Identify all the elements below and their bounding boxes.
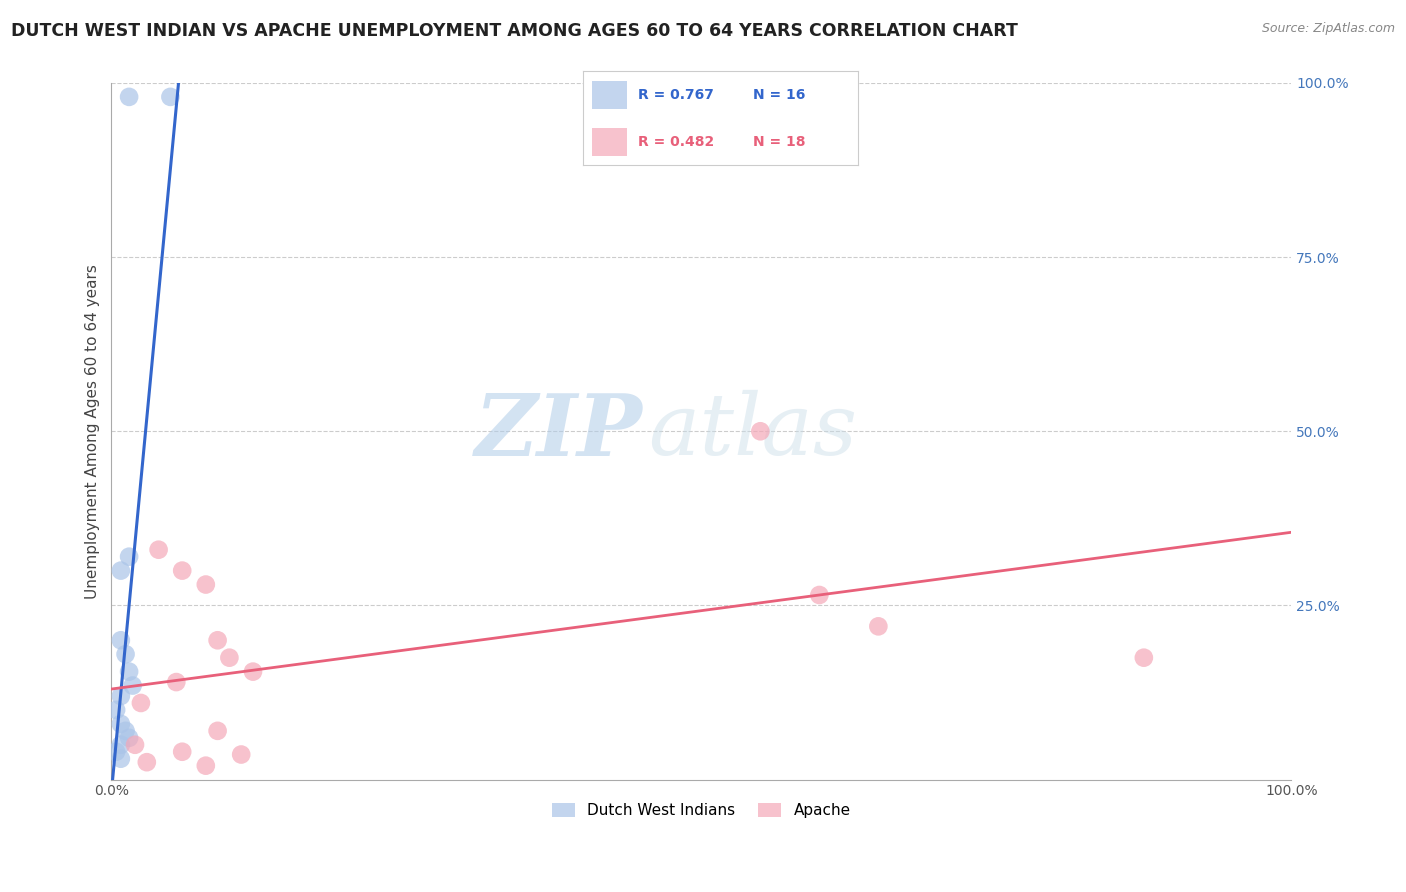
- Point: [118, 90, 141, 104]
- Point: [808, 588, 831, 602]
- Text: DUTCH WEST INDIAN VS APACHE UNEMPLOYMENT AMONG AGES 60 TO 64 YEARS CORRELATION C: DUTCH WEST INDIAN VS APACHE UNEMPLOYMENT…: [11, 22, 1018, 40]
- Text: ZIP: ZIP: [474, 390, 643, 473]
- Text: N = 16: N = 16: [754, 87, 806, 102]
- Point: [207, 633, 229, 648]
- Point: [194, 758, 217, 772]
- Bar: [592, 128, 627, 156]
- Point: [242, 665, 264, 679]
- Point: [110, 564, 132, 578]
- Text: atlas: atlas: [648, 390, 858, 473]
- Point: [110, 633, 132, 648]
- Text: N = 18: N = 18: [754, 135, 806, 149]
- Bar: [592, 81, 627, 109]
- Point: [172, 745, 194, 759]
- Point: [159, 90, 181, 104]
- Point: [129, 696, 152, 710]
- Point: [1133, 650, 1156, 665]
- Point: [110, 738, 132, 752]
- Point: [231, 747, 253, 762]
- Point: [105, 745, 128, 759]
- Point: [194, 577, 217, 591]
- Point: [118, 549, 141, 564]
- Text: R = 0.482: R = 0.482: [638, 135, 714, 149]
- Point: [148, 542, 170, 557]
- Point: [124, 738, 146, 752]
- Point: [118, 731, 141, 745]
- Point: [110, 717, 132, 731]
- Point: [121, 679, 143, 693]
- Point: [218, 650, 240, 665]
- Point: [749, 424, 772, 438]
- Point: [105, 703, 128, 717]
- Point: [118, 665, 141, 679]
- Y-axis label: Unemployment Among Ages 60 to 64 years: Unemployment Among Ages 60 to 64 years: [86, 264, 100, 599]
- Legend: Dutch West Indians, Apache: Dutch West Indians, Apache: [546, 797, 856, 824]
- Point: [172, 564, 194, 578]
- Text: Source: ZipAtlas.com: Source: ZipAtlas.com: [1261, 22, 1395, 36]
- Point: [110, 752, 132, 766]
- Point: [165, 675, 187, 690]
- Point: [114, 723, 136, 738]
- Point: [868, 619, 890, 633]
- Point: [207, 723, 229, 738]
- Text: R = 0.767: R = 0.767: [638, 87, 714, 102]
- Point: [135, 755, 157, 769]
- Point: [110, 689, 132, 703]
- Point: [114, 647, 136, 661]
